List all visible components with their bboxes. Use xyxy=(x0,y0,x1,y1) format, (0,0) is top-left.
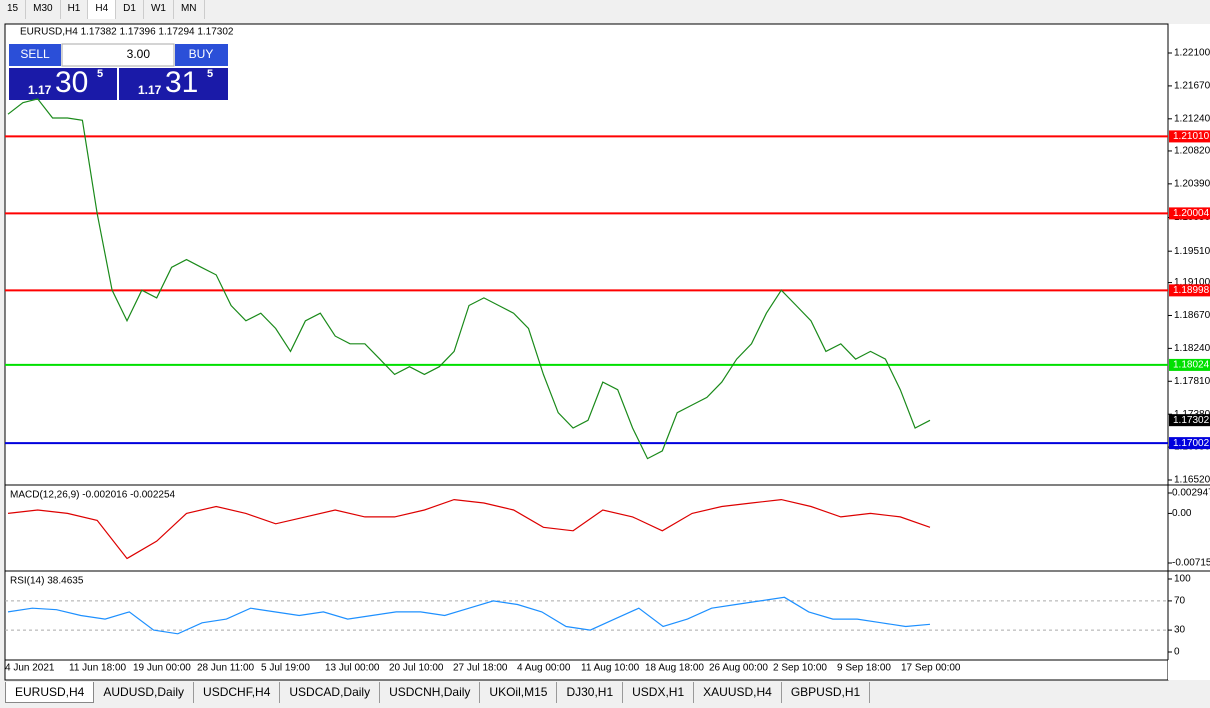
price-tick-label: 1.20820 xyxy=(1174,146,1210,157)
level-label: 1.20004 xyxy=(1173,208,1210,219)
time-label: 27 Jul 18:00 xyxy=(453,663,508,674)
time-label: 28 Jun 11:00 xyxy=(197,663,255,674)
rsi-tick-label: 70 xyxy=(1174,596,1186,607)
timeframe-button[interactable]: 15 xyxy=(0,0,27,19)
bid-box[interactable] xyxy=(9,68,117,100)
buy-label[interactable]: BUY xyxy=(189,47,214,61)
level-box xyxy=(1169,207,1210,220)
time-label: 18 Aug 18:00 xyxy=(645,663,704,674)
time-label: 17 Sep 00:00 xyxy=(901,663,961,674)
level-box xyxy=(1169,284,1210,297)
chart-tab[interactable]: XAUUSD,H4 xyxy=(694,682,782,703)
macd-tick-label: -0.00715 xyxy=(1172,558,1210,569)
level-box xyxy=(1169,130,1210,143)
timeframe-button[interactable]: M30 xyxy=(26,0,61,19)
rsi-label: RSI(14) 38.4635 xyxy=(10,576,84,587)
time-label: 2 Sep 10:00 xyxy=(773,663,827,674)
lots-value[interactable]: 3.00 xyxy=(127,47,151,61)
price-tick-label: 1.18240 xyxy=(1174,343,1210,354)
price-tick-label: 1.19100 xyxy=(1174,277,1210,288)
ask-big: 1.17 xyxy=(138,83,162,97)
price-tick-label: 1.20390 xyxy=(1174,178,1210,189)
time-label: 11 Jun 18:00 xyxy=(69,663,127,674)
current-price-box xyxy=(1169,414,1210,427)
chart-tab[interactable]: USDCAD,Daily xyxy=(280,682,381,703)
sell-label[interactable]: SELL xyxy=(20,47,50,61)
macd-tick-label: 0.00 xyxy=(1172,508,1192,519)
time-label: 26 Aug 00:00 xyxy=(709,663,768,674)
chart-tab[interactable]: GBPUSD,H1 xyxy=(782,682,871,703)
macd-line xyxy=(7,498,931,560)
buy-button[interactable] xyxy=(175,44,228,66)
chart-tab[interactable]: AUDUSD,Daily xyxy=(94,682,195,703)
timeframe-button[interactable]: D1 xyxy=(116,0,144,19)
level-label: 1.18998 xyxy=(1173,285,1210,296)
rsi-line xyxy=(7,596,931,635)
ask-box[interactable] xyxy=(119,68,228,100)
time-label: 4 Aug 00:00 xyxy=(517,663,571,674)
timeframe-button[interactable]: H4 xyxy=(88,0,117,19)
timeframe-toolbar: 15 M30 H1 H4 D1 W1 MN xyxy=(0,0,205,19)
level-label: 1.21010 xyxy=(1173,131,1210,142)
macd-label: MACD(12,26,9) -0.002016 -0.002254 xyxy=(10,490,176,501)
ask-pips: 31 xyxy=(165,66,198,99)
chart-tab[interactable]: EURUSD,H4 xyxy=(5,682,95,703)
price-tick-label: 1.16520 xyxy=(1174,475,1210,486)
time-label: 11 Aug 10:00 xyxy=(581,663,640,674)
level-box xyxy=(1169,358,1210,371)
timeframe-button[interactable]: W1 xyxy=(144,0,174,19)
level-box xyxy=(1169,437,1210,450)
price-tick-label: 1.22100 xyxy=(1174,48,1210,59)
macd-tick-label: 0.002947 xyxy=(1172,488,1210,499)
chart-tabs: EURUSD,H4 AUDUSD,Daily USDCHF,H4 USDCAD,Dai… xyxy=(5,682,871,703)
chart-tab[interactable]: USDCHF,H4 xyxy=(194,682,281,703)
price-tick-label: 1.21240 xyxy=(1174,113,1210,124)
level-label: 1.17002 xyxy=(1173,438,1210,449)
rsi-tick-label: 0 xyxy=(1174,647,1180,658)
price-tick-label: 1.17810 xyxy=(1174,376,1210,387)
ask-fraction: 5 xyxy=(207,68,213,80)
chart-tab[interactable]: DJ30,H1 xyxy=(557,682,624,703)
chart-window: EURUSD,H4 1.17382 1.17396 1.17294 1.1730… xyxy=(4,23,1210,681)
rsi-tick-label: 100 xyxy=(1174,574,1191,585)
chart-tab[interactable]: UKOil,M15 xyxy=(480,682,558,703)
bid-big: 1.17 xyxy=(28,83,52,97)
bid-pips: 30 xyxy=(55,66,88,99)
bid-fraction: 5 xyxy=(97,68,103,80)
lots-field[interactable] xyxy=(61,43,175,67)
chart-tab[interactable]: USDCNH,Daily xyxy=(380,682,481,703)
time-label: 5 Jul 19:00 xyxy=(261,663,310,674)
timeframe-button[interactable]: MN xyxy=(174,0,205,19)
current-price-label: 1.17302 xyxy=(1173,415,1210,426)
chart-frame xyxy=(4,23,1169,681)
symbol-info: EURUSD,H4 1.17382 1.17396 1.17294 1.1730… xyxy=(20,27,234,38)
price-tick-label: 1.18670 xyxy=(1174,310,1210,321)
trade-panel: SELL 3.00 BUY 1.17 30 5 1.17 31 5 xyxy=(9,43,228,100)
time-label: 9 Sep 18:00 xyxy=(837,663,891,674)
time-label: 19 Jun 00:00 xyxy=(133,663,191,674)
price-tick-label: 1.21670 xyxy=(1174,81,1210,92)
timeframe-button[interactable]: H1 xyxy=(61,0,89,19)
rsi-tick-label: 30 xyxy=(1174,625,1186,636)
time-label: 13 Jul 00:00 xyxy=(325,663,380,674)
chart-tab[interactable]: USDX,H1 xyxy=(623,682,695,703)
time-label: 4 Jun 2021 xyxy=(5,663,55,674)
price-line xyxy=(7,98,931,460)
time-label: 20 Jul 10:00 xyxy=(389,663,444,674)
sell-button[interactable] xyxy=(9,44,61,66)
price-tick-label: 1.19510 xyxy=(1174,246,1210,257)
level-label: 1.18024 xyxy=(1173,360,1210,371)
